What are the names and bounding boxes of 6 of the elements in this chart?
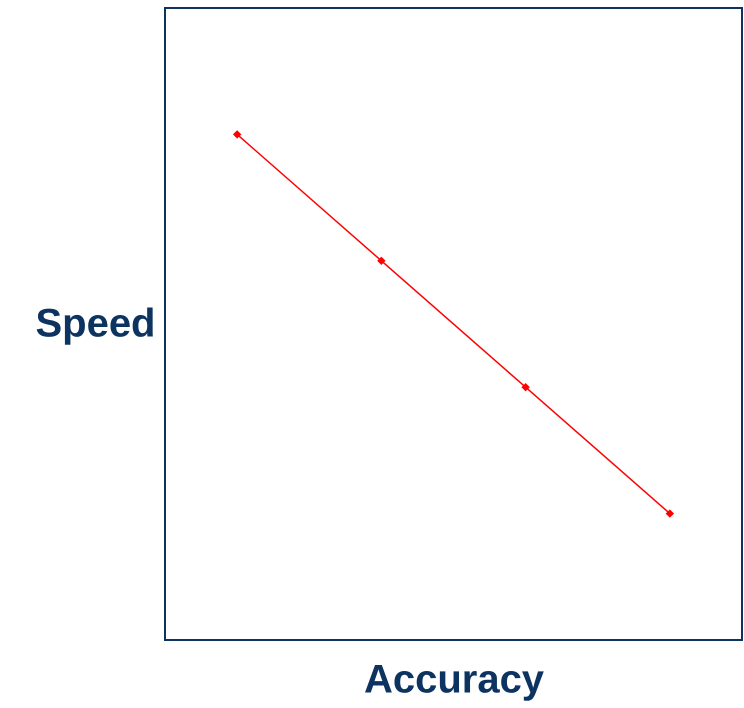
point [521,383,530,392]
x-axis-title: Accuracy [364,658,545,702]
point [232,130,242,139]
point [377,256,386,265]
point [666,509,674,518]
y-axis-title: Speed [35,302,156,346]
